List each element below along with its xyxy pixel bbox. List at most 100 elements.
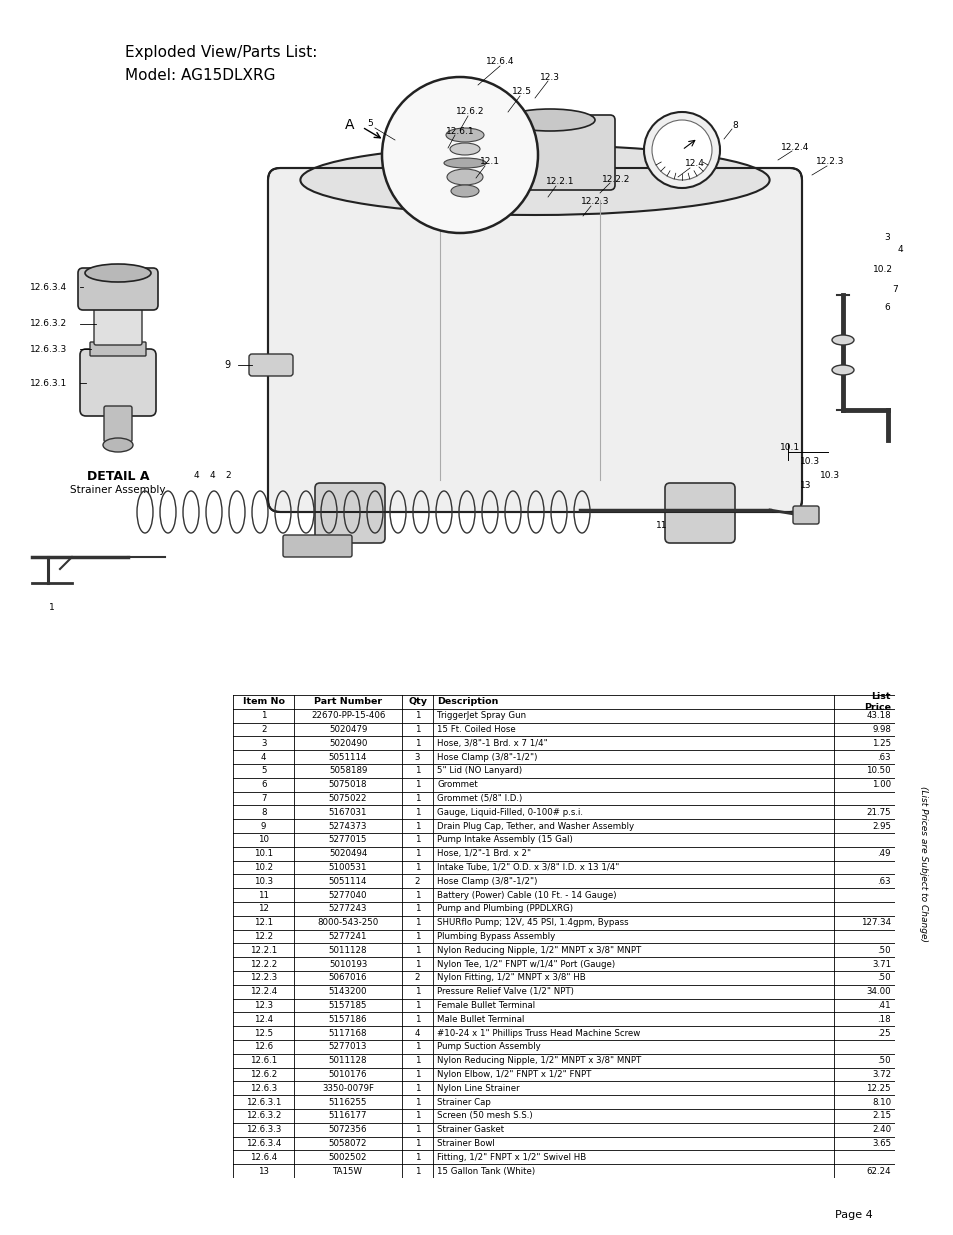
- Text: 5011128: 5011128: [329, 1056, 367, 1066]
- Text: .50: .50: [877, 946, 890, 955]
- Text: 12.3: 12.3: [539, 73, 559, 82]
- Text: 1: 1: [415, 946, 420, 955]
- Text: 1: 1: [415, 1167, 420, 1176]
- Text: 5116255: 5116255: [329, 1098, 367, 1107]
- Text: 2: 2: [225, 471, 231, 479]
- Text: Hose Clamp (3/8"-1/2"): Hose Clamp (3/8"-1/2"): [436, 752, 537, 762]
- Ellipse shape: [427, 156, 479, 175]
- Text: 5051114: 5051114: [329, 877, 367, 885]
- Text: 12.2.4: 12.2.4: [780, 142, 808, 152]
- Text: 12.2.4: 12.2.4: [250, 987, 277, 997]
- Text: 12.2: 12.2: [253, 932, 273, 941]
- Text: 2.95: 2.95: [871, 821, 890, 831]
- Text: 5020479: 5020479: [329, 725, 367, 734]
- Text: 5100531: 5100531: [329, 863, 367, 872]
- Text: 10.2: 10.2: [253, 863, 273, 872]
- Text: 9: 9: [224, 359, 230, 370]
- Text: 1: 1: [415, 725, 420, 734]
- Ellipse shape: [447, 169, 482, 185]
- Text: .41: .41: [877, 1002, 890, 1010]
- Ellipse shape: [414, 149, 492, 180]
- Text: Page 4: Page 4: [834, 1210, 872, 1220]
- Text: 12.6.3.1: 12.6.3.1: [246, 1098, 281, 1107]
- Text: 1: 1: [415, 1098, 420, 1107]
- Text: 1: 1: [415, 890, 420, 899]
- Text: 1: 1: [415, 739, 420, 748]
- Text: 10.1: 10.1: [253, 850, 273, 858]
- Text: 5010176: 5010176: [329, 1070, 367, 1079]
- Text: 1: 1: [415, 767, 420, 776]
- Text: 12.6.4: 12.6.4: [485, 58, 514, 67]
- Text: Grommet: Grommet: [436, 781, 477, 789]
- Text: 5277040: 5277040: [329, 890, 367, 899]
- Text: 12.4: 12.4: [684, 159, 704, 168]
- Text: 34.00: 34.00: [865, 987, 890, 997]
- Text: 4: 4: [193, 471, 198, 479]
- Text: 1: 1: [415, 1015, 420, 1024]
- Text: Nylon Reducing Nipple, 1/2" MNPT x 3/8" MNPT: Nylon Reducing Nipple, 1/2" MNPT x 3/8" …: [436, 946, 640, 955]
- Text: 2: 2: [415, 877, 420, 885]
- Text: Male Bullet Terminal: Male Bullet Terminal: [436, 1015, 524, 1024]
- Text: Hose, 1/2"-1 Brd. x 2": Hose, 1/2"-1 Brd. x 2": [436, 850, 531, 858]
- Text: 12.6.1: 12.6.1: [445, 126, 474, 136]
- Text: 10: 10: [258, 835, 269, 845]
- Text: 12.6.3.3: 12.6.3.3: [246, 1125, 281, 1134]
- Text: 12.6.4: 12.6.4: [250, 1152, 277, 1162]
- Text: 12.3: 12.3: [253, 1002, 273, 1010]
- Text: Intake Tube, 1/2" O.D. x 3/8" I.D. x 13 1/4": Intake Tube, 1/2" O.D. x 3/8" I.D. x 13 …: [436, 863, 618, 872]
- Text: 5117168: 5117168: [329, 1029, 367, 1037]
- Text: 1: 1: [415, 1070, 420, 1079]
- Text: 1: 1: [415, 808, 420, 816]
- Text: 1: 1: [415, 1002, 420, 1010]
- Text: 5020490: 5020490: [329, 739, 367, 748]
- Text: 1.00: 1.00: [871, 781, 890, 789]
- Text: 1: 1: [415, 863, 420, 872]
- Text: 12.6.3.1: 12.6.3.1: [30, 378, 67, 388]
- Text: 10.3: 10.3: [253, 877, 273, 885]
- Text: 12.2.2: 12.2.2: [601, 174, 630, 184]
- Text: 12.6.3: 12.6.3: [250, 1084, 277, 1093]
- Text: 8.10: 8.10: [871, 1098, 890, 1107]
- Text: 5277243: 5277243: [329, 904, 367, 914]
- Text: 1: 1: [415, 1084, 420, 1093]
- Text: 1: 1: [415, 835, 420, 845]
- Text: 7: 7: [891, 285, 897, 294]
- Text: .49: .49: [877, 850, 890, 858]
- Text: 3.72: 3.72: [871, 1070, 890, 1079]
- Text: 1: 1: [415, 1139, 420, 1149]
- Text: .18: .18: [877, 1015, 890, 1024]
- Text: 1: 1: [415, 1125, 420, 1134]
- Text: Plumbing Bypass Assembly: Plumbing Bypass Assembly: [436, 932, 555, 941]
- Text: Screen (50 mesh S.S.): Screen (50 mesh S.S.): [436, 1112, 533, 1120]
- Text: 1: 1: [415, 904, 420, 914]
- Ellipse shape: [831, 335, 853, 345]
- Ellipse shape: [85, 264, 151, 282]
- Text: Hose Clamp (3/8"-1/2"): Hose Clamp (3/8"-1/2"): [436, 877, 537, 885]
- Text: Description: Description: [436, 698, 498, 706]
- Text: TriggerJet Spray Gun: TriggerJet Spray Gun: [436, 711, 526, 720]
- Ellipse shape: [443, 158, 485, 168]
- Text: 12.4: 12.4: [253, 1015, 273, 1024]
- Text: Battery (Power) Cable (10 Ft. - 14 Gauge): Battery (Power) Cable (10 Ft. - 14 Gauge…: [436, 890, 616, 899]
- FancyBboxPatch shape: [268, 168, 801, 513]
- Text: (List Prices are Subject to Change): (List Prices are Subject to Change): [918, 787, 927, 942]
- Text: 10.1: 10.1: [780, 443, 800, 452]
- Text: 3: 3: [260, 739, 266, 748]
- Text: 1: 1: [415, 960, 420, 968]
- Text: Nylon Fitting, 1/2" MNPT x 3/8" HB: Nylon Fitting, 1/2" MNPT x 3/8" HB: [436, 973, 585, 982]
- Text: 1: 1: [415, 1056, 420, 1066]
- Text: 12.6.2: 12.6.2: [456, 107, 484, 116]
- Text: Female Bullet Terminal: Female Bullet Terminal: [436, 1002, 535, 1010]
- Text: 4: 4: [415, 1029, 420, 1037]
- Text: 10.3: 10.3: [819, 471, 840, 479]
- Text: 5011128: 5011128: [329, 946, 367, 955]
- Ellipse shape: [446, 128, 483, 142]
- Text: 1: 1: [415, 781, 420, 789]
- Circle shape: [643, 112, 720, 188]
- Text: 2: 2: [260, 725, 266, 734]
- Text: 5277015: 5277015: [329, 835, 367, 845]
- Ellipse shape: [504, 109, 595, 131]
- Text: 12.6.3.2: 12.6.3.2: [246, 1112, 281, 1120]
- Text: 5277241: 5277241: [329, 932, 367, 941]
- Text: 127.34: 127.34: [860, 918, 890, 927]
